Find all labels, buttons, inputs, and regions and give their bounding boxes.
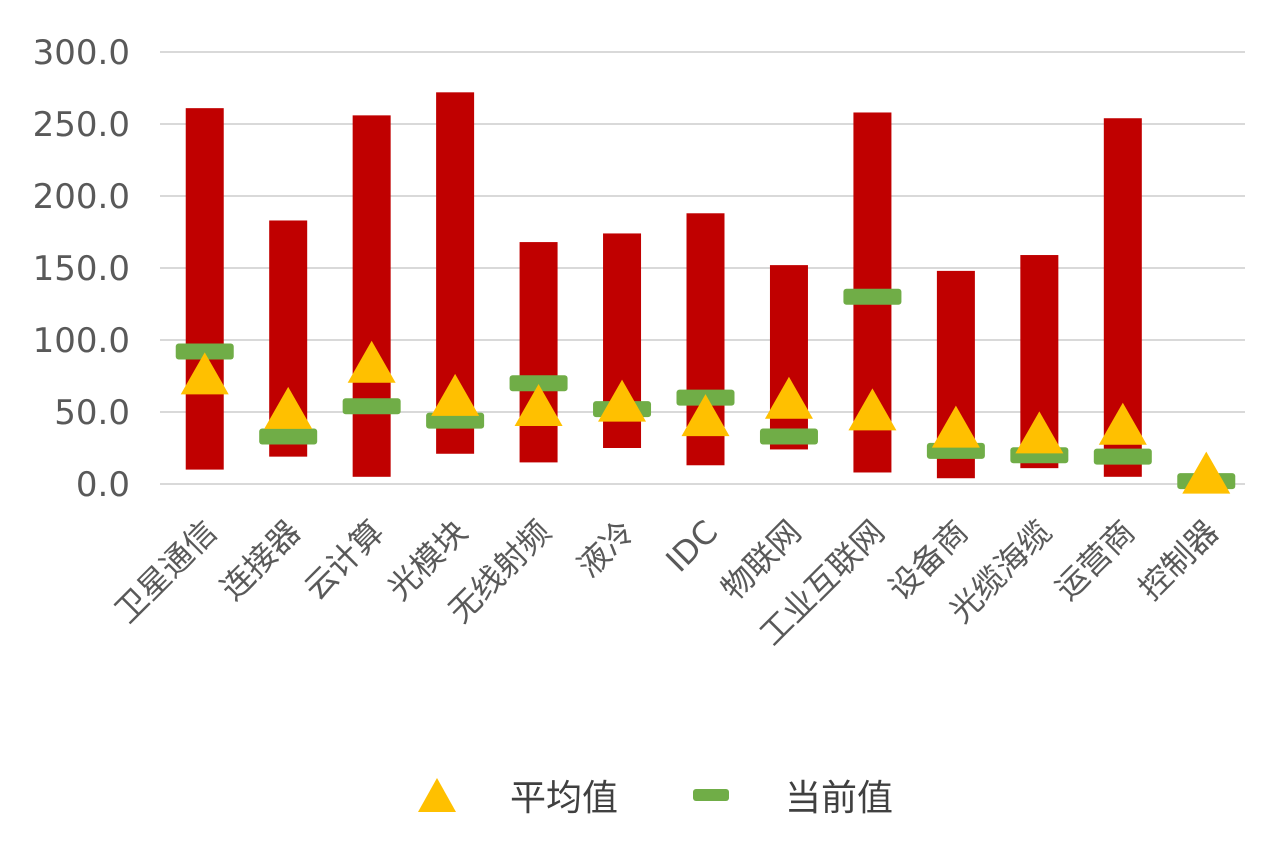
x-tick-label: 云计算 bbox=[297, 513, 392, 608]
x-tick-label: IDC bbox=[658, 513, 725, 580]
average-value-marker bbox=[264, 386, 313, 429]
legend-current-label: 当前值 bbox=[785, 778, 893, 819]
legend-average-label: 平均值 bbox=[510, 778, 618, 819]
legend-current-marker bbox=[693, 789, 729, 801]
average-value-marker bbox=[848, 388, 897, 431]
current-value-marker bbox=[759, 428, 818, 445]
average-value-marker bbox=[180, 352, 229, 395]
x-tick-label: 卫星通信 bbox=[107, 513, 224, 630]
average-value-marker bbox=[514, 384, 563, 426]
current-value-marker bbox=[426, 412, 485, 429]
average-value-marker bbox=[431, 373, 480, 416]
current-value-marker bbox=[509, 375, 568, 392]
y-tick-label: 200.0 bbox=[33, 177, 130, 217]
y-tick-label: 50.0 bbox=[54, 393, 130, 433]
y-tick-label: 250.0 bbox=[33, 105, 130, 145]
average-value-marker bbox=[1015, 411, 1064, 454]
x-tick-label: 运营商 bbox=[1048, 513, 1143, 608]
average-value-marker bbox=[1098, 402, 1147, 445]
y-tick-label: 150.0 bbox=[33, 249, 130, 289]
current-value-marker bbox=[259, 428, 318, 445]
average-value-markers bbox=[180, 340, 1231, 494]
average-value-marker bbox=[1182, 451, 1231, 494]
range-bar bbox=[519, 242, 558, 463]
current-value-marker bbox=[175, 343, 234, 360]
range-bar bbox=[769, 265, 808, 450]
legend-average-marker bbox=[418, 778, 456, 812]
average-value-marker bbox=[764, 376, 813, 419]
x-tick-label: 连接器 bbox=[213, 513, 308, 608]
average-value-marker bbox=[598, 379, 647, 422]
average-value-marker bbox=[681, 394, 730, 437]
legend: 平均值 当前值 bbox=[418, 778, 893, 819]
average-value-marker bbox=[931, 405, 980, 448]
average-value-marker bbox=[347, 340, 396, 383]
y-axis-ticks: 0.0 50.0 100.0 150.0 200.0 250.0 300.0 bbox=[33, 33, 130, 505]
current-value-marker bbox=[342, 398, 401, 415]
x-tick-label: 控制器 bbox=[1131, 513, 1226, 608]
y-tick-label: 300.0 bbox=[33, 33, 130, 73]
range-bar bbox=[185, 108, 224, 470]
y-tick-label: 100.0 bbox=[33, 321, 130, 361]
current-value-marker bbox=[1093, 448, 1152, 465]
y-tick-label: 0.0 bbox=[76, 465, 130, 505]
current-value-marker bbox=[843, 288, 902, 305]
range-bar bbox=[352, 115, 391, 477]
x-tick-label: 液冷 bbox=[570, 513, 642, 585]
